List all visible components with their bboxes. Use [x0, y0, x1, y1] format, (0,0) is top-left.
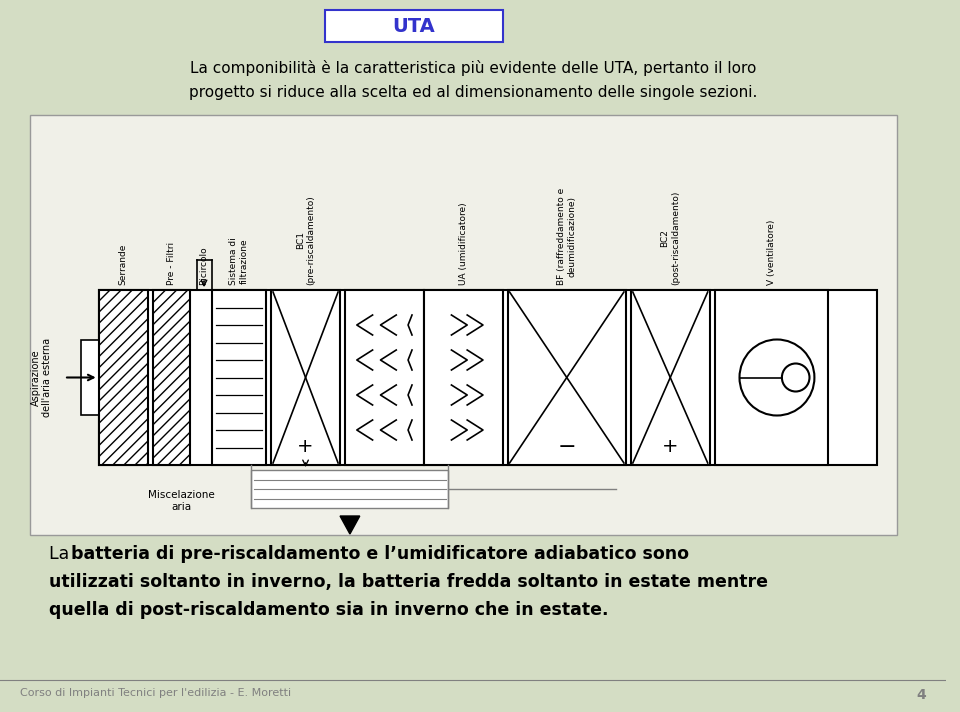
Bar: [508, 290, 626, 465]
Text: V (ventilatore): V (ventilatore): [767, 219, 776, 285]
Text: BF (raffreddamento e
deumidificazione): BF (raffreddamento e deumidificazione): [557, 188, 576, 285]
Text: +: +: [298, 437, 314, 456]
Bar: [153, 290, 190, 465]
Text: BC1
(pre-riscaldamento): BC1 (pre-riscaldamento): [296, 195, 315, 285]
Bar: [345, 290, 424, 465]
Bar: [212, 290, 266, 465]
Text: −: −: [558, 437, 576, 457]
Polygon shape: [340, 516, 360, 534]
Bar: [81, 340, 99, 415]
Text: Ricircolo: Ricircolo: [200, 246, 208, 285]
Bar: [424, 290, 503, 465]
Bar: [153, 290, 190, 465]
Text: Corso di Impianti Tecnici per l'edilizia - E. Moretti: Corso di Impianti Tecnici per l'edilizia…: [20, 688, 291, 698]
Bar: [99, 290, 877, 465]
Text: quella di post-riscaldamento sia in inverno che in estate.: quella di post-riscaldamento sia in inve…: [49, 601, 609, 619]
Bar: [252, 470, 448, 508]
Text: utilizzati soltanto in inverno, la batteria fredda soltanto in estate mentre: utilizzati soltanto in inverno, la batte…: [49, 573, 768, 591]
Bar: [325, 10, 503, 42]
Bar: [30, 115, 897, 535]
Bar: [99, 290, 148, 465]
Text: Miscelazione
aria: Miscelazione aria: [148, 490, 215, 512]
Text: UA (umidificatore): UA (umidificatore): [459, 202, 468, 285]
Text: UTA: UTA: [393, 16, 435, 36]
Text: BC2
(post-riscaldamento): BC2 (post-riscaldamento): [660, 191, 680, 285]
Bar: [99, 290, 148, 465]
Text: 4: 4: [917, 688, 926, 702]
Text: Serrande: Serrande: [119, 244, 128, 285]
Text: batteria di pre-riscaldamento e l’umidificatore adiabatico sono: batteria di pre-riscaldamento e l’umidif…: [71, 545, 689, 563]
Text: La componibilità è la caratteristica più evidente delle UTA, pertanto il loro: La componibilità è la caratteristica più…: [190, 60, 756, 76]
Text: progetto si riduce alla scelta ed al dimensionamento delle singole sezioni.: progetto si riduce alla scelta ed al dim…: [189, 85, 757, 100]
Text: La: La: [49, 545, 75, 563]
Text: Pre - Filtri: Pre - Filtri: [167, 242, 176, 285]
Bar: [631, 290, 709, 465]
Bar: [714, 290, 828, 465]
Text: Sistema di
filtrazione: Sistema di filtrazione: [229, 237, 249, 285]
Text: Aspirazione
dell'aria esterna: Aspirazione dell'aria esterna: [31, 338, 52, 417]
Text: +: +: [662, 437, 679, 456]
Bar: [271, 290, 340, 465]
